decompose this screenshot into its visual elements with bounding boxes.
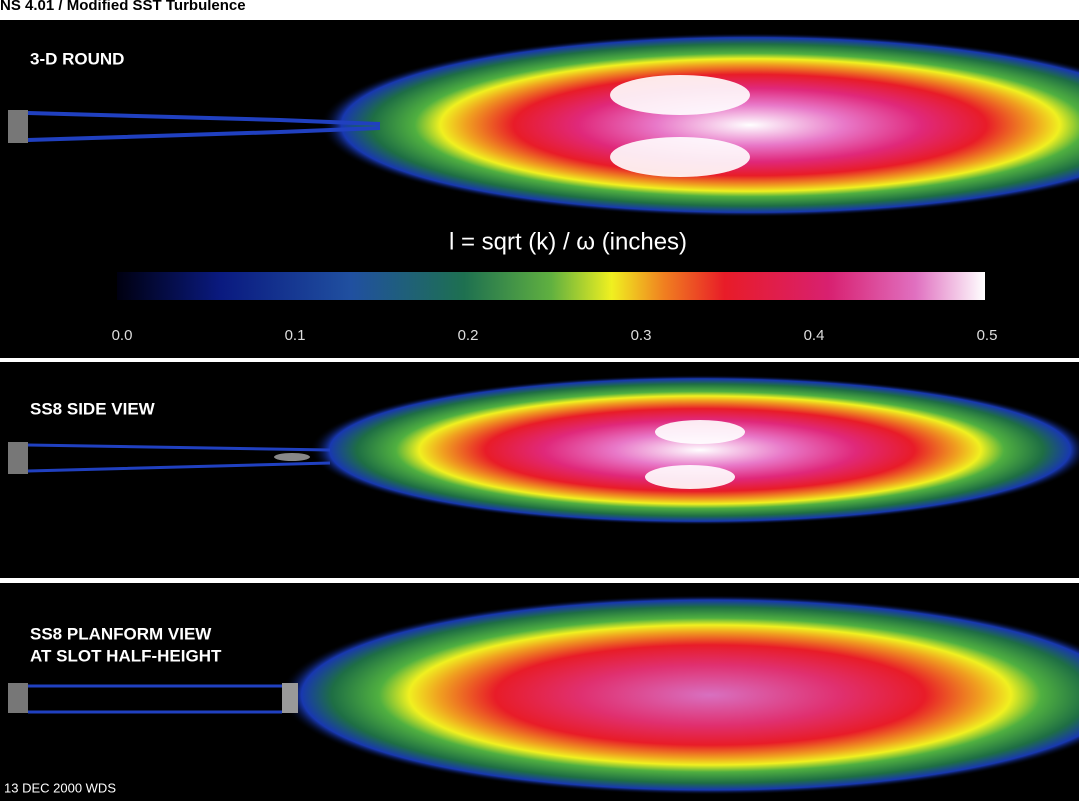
contour: [610, 137, 750, 177]
screenshot: NS 4.01 / Modified SST Turbulence 3-D RO…: [0, 0, 1079, 801]
colorbar-title: l = sqrt (k) / ω (inches): [449, 228, 687, 255]
colorbar-tick-label: 0.3: [631, 327, 652, 344]
footer-note: 13 DEC 2000 WDS: [4, 780, 116, 795]
nozzle: [8, 442, 28, 474]
colorbar: [117, 272, 985, 300]
page-title: NS 4.01 / Modified SST Turbulence: [0, 0, 246, 14]
contour: [610, 75, 750, 115]
colorbar-tick-label: 0.0: [112, 327, 133, 344]
nozzle: [274, 453, 310, 461]
panel-label: AT SLOT HALF-HEIGHT: [30, 646, 222, 665]
colorbar-tick-label: 0.4: [804, 327, 825, 344]
nozzle: [8, 110, 28, 143]
colorbar-tick-label: 0.2: [458, 327, 479, 344]
contour: [655, 420, 745, 444]
nozzle: [282, 683, 298, 713]
panel-label: 3-D ROUND: [30, 49, 124, 68]
panel-label: SS8 SIDE VIEW: [30, 399, 156, 418]
nozzle: [8, 683, 28, 713]
colorbar-tick-label: 0.5: [977, 327, 998, 344]
colorbar-tick-label: 0.1: [285, 327, 306, 344]
contour: [310, 375, 1079, 525]
panel-label: SS8 PLANFORM VIEW: [30, 624, 212, 643]
contour: [645, 465, 735, 489]
